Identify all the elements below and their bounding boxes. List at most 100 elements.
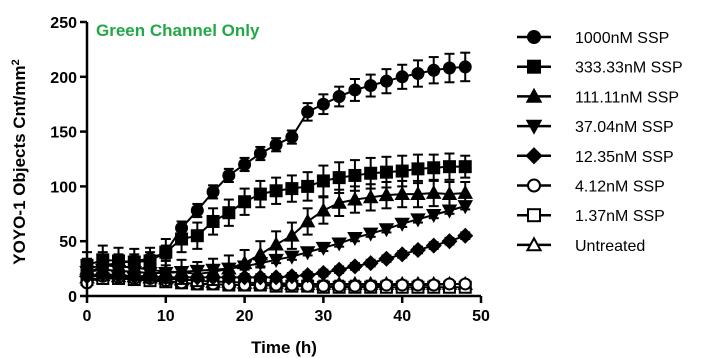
data-point [190, 229, 204, 243]
data-point [427, 63, 441, 77]
y-tick-label: 200 [50, 70, 77, 87]
series-1 [80, 152, 472, 280]
data-point [441, 185, 458, 201]
data-point [458, 160, 472, 174]
data-point [252, 269, 269, 286]
legend-item: Untreated [517, 236, 645, 255]
legend-item: 1.37nM SSP [517, 208, 665, 225]
data-point [253, 147, 267, 161]
legend-label: 37.04nM SSP [575, 119, 674, 136]
data-point [425, 208, 442, 224]
data-point [299, 213, 316, 228]
data-point [331, 194, 347, 209]
y-axis-label-main: YOYO-1 Objects Cnt/mm [10, 65, 29, 264]
data-point [410, 185, 426, 201]
data-point [332, 279, 346, 293]
data-point [411, 67, 425, 81]
data-point [158, 263, 174, 278]
data-point [348, 279, 362, 293]
data-point [379, 278, 393, 292]
data-point [175, 221, 189, 235]
data-point [362, 227, 379, 242]
legend-item: 37.04nM SSP [517, 119, 674, 136]
data-point [221, 260, 237, 275]
data-point [364, 166, 378, 180]
data-point [127, 254, 141, 268]
legend-label: 1.37nM SSP [575, 208, 665, 225]
data-point [409, 241, 426, 258]
data-point [331, 261, 348, 278]
y-ticks: 0 50 100 150 200 250 [50, 15, 87, 306]
legend-swatch-marker [527, 30, 541, 44]
data-point [442, 61, 456, 75]
y-tick-label: 100 [50, 179, 77, 196]
data-point [395, 278, 409, 292]
data-point [379, 74, 393, 88]
legend-swatch-marker [525, 119, 543, 135]
data-point [316, 279, 330, 293]
data-point [159, 245, 173, 259]
data-point [285, 130, 299, 144]
data-point [238, 157, 252, 171]
series-0 [80, 51, 472, 281]
data-point [284, 250, 300, 265]
x-tick-label: 20 [236, 308, 254, 325]
data-point [378, 250, 395, 267]
data-point [238, 195, 252, 209]
data-point [285, 182, 299, 196]
x-tick-label: 30 [315, 308, 333, 325]
legend-swatch-marker [527, 208, 541, 223]
data-point [315, 202, 332, 217]
y-tick-label: 150 [50, 125, 77, 142]
data-point [442, 277, 456, 291]
series-layer [78, 51, 474, 294]
data-point [394, 217, 410, 232]
legend-swatch-marker [527, 59, 541, 74]
data-point [427, 278, 441, 292]
data-point [348, 168, 362, 182]
data-point [299, 267, 316, 284]
data-point [143, 252, 157, 266]
y-tick-label: 50 [59, 234, 77, 251]
data-point [348, 83, 362, 97]
data-point [394, 246, 411, 263]
data-point [190, 204, 204, 218]
data-point [283, 268, 300, 285]
legend-item: 12.35nM SSP [517, 147, 674, 166]
data-point [425, 184, 442, 199]
data-point [458, 60, 472, 74]
data-point [252, 246, 269, 261]
data-point [347, 191, 363, 206]
data-point [378, 187, 395, 202]
data-point [457, 227, 474, 244]
data-point [427, 161, 441, 175]
x-tick-label: 50 [472, 308, 490, 325]
y-axis-label: YOYO-1 Objects Cnt/mm2 [10, 59, 29, 264]
data-point [253, 187, 267, 201]
x-tick-label: 0 [83, 308, 92, 325]
legend-label: 111.11nM SSP [575, 89, 679, 106]
data-point [441, 233, 458, 250]
data-point [301, 105, 315, 119]
data-point [284, 227, 300, 242]
data-point [411, 278, 425, 292]
data-point [222, 206, 236, 220]
data-point [347, 231, 363, 247]
data-point [316, 174, 330, 188]
x-axis-label: Time (h) [251, 338, 317, 357]
data-point [96, 258, 110, 272]
data-point [269, 138, 283, 152]
data-point [269, 184, 283, 198]
data-point [206, 185, 220, 199]
data-point [395, 70, 409, 84]
data-point [332, 90, 346, 104]
legend-swatch-marker [525, 147, 543, 165]
legend-swatch-marker [527, 178, 541, 193]
legend-item: 4.12nM SSP [517, 178, 665, 196]
data-point [411, 162, 425, 176]
data-point [362, 255, 379, 272]
data-point [364, 279, 378, 293]
data-point [332, 171, 346, 185]
legend-label: Untreated [575, 238, 645, 255]
